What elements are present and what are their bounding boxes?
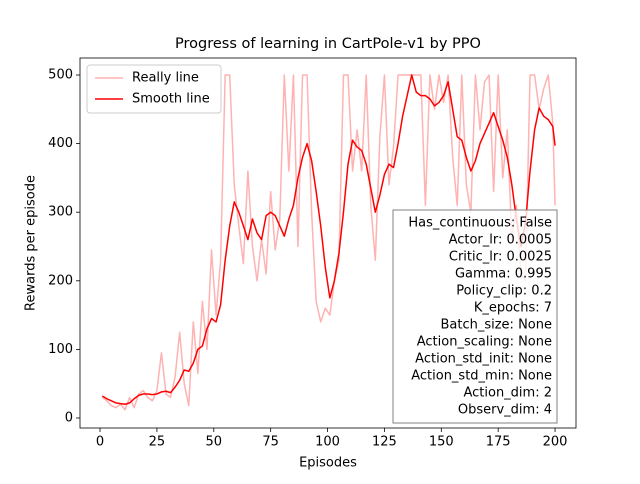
y-tick-label: 0 (65, 410, 73, 425)
x-tick-label: 175 (486, 435, 511, 450)
chart-title: Progress of learning in CartPole-v1 by P… (175, 36, 481, 52)
legend-box (86, 64, 222, 114)
y-tick-label: 500 (48, 68, 73, 83)
x-tick-label: 200 (543, 435, 568, 450)
x-tick-label: 50 (206, 435, 223, 450)
x-tick-label: 75 (262, 435, 279, 450)
annotation-line: Action_std_min: None (411, 369, 552, 384)
annotation-line: Batch_size: None (440, 318, 552, 333)
x-tick-label: 0 (96, 435, 104, 450)
data-line (101, 74, 556, 411)
annotation-line: Observ_dim: 4 (458, 403, 552, 418)
annotation-line: Critic_lr: 0.0025 (449, 250, 552, 265)
y-tick-label: 100 (48, 342, 73, 357)
annotation-line: Action_dim: 2 (463, 386, 552, 401)
annotation-line: Gamma: 0.995 (455, 267, 552, 282)
legend-label: Really line (132, 71, 199, 86)
annotation-line: Action_scaling: None (417, 335, 552, 350)
legend-label: Smooth line (132, 92, 210, 107)
y-axis-label: Rewards per episode (24, 175, 39, 311)
annotation-line: Actor_lr: 0.0005 (449, 233, 552, 248)
annotation-line: Has_continuous: False (408, 216, 552, 231)
x-tick-label: 150 (429, 435, 454, 450)
x-axis-label: Episodes (299, 456, 357, 471)
axes-frame (79, 57, 577, 429)
x-tick-label: 100 (315, 435, 340, 450)
x-tick-label: 125 (372, 435, 397, 450)
annotation-line: Policy_clip: 0.2 (456, 284, 552, 299)
y-tick-label: 200 (48, 273, 73, 288)
annotation-line: K_epochs: 7 (474, 301, 552, 316)
annotation-box (392, 209, 558, 424)
data-line (101, 74, 556, 406)
x-tick-label: 25 (149, 435, 166, 450)
y-tick-label: 300 (48, 205, 73, 220)
y-tick-label: 400 (48, 136, 73, 151)
annotation-line: Action_std_init: None (415, 352, 552, 367)
